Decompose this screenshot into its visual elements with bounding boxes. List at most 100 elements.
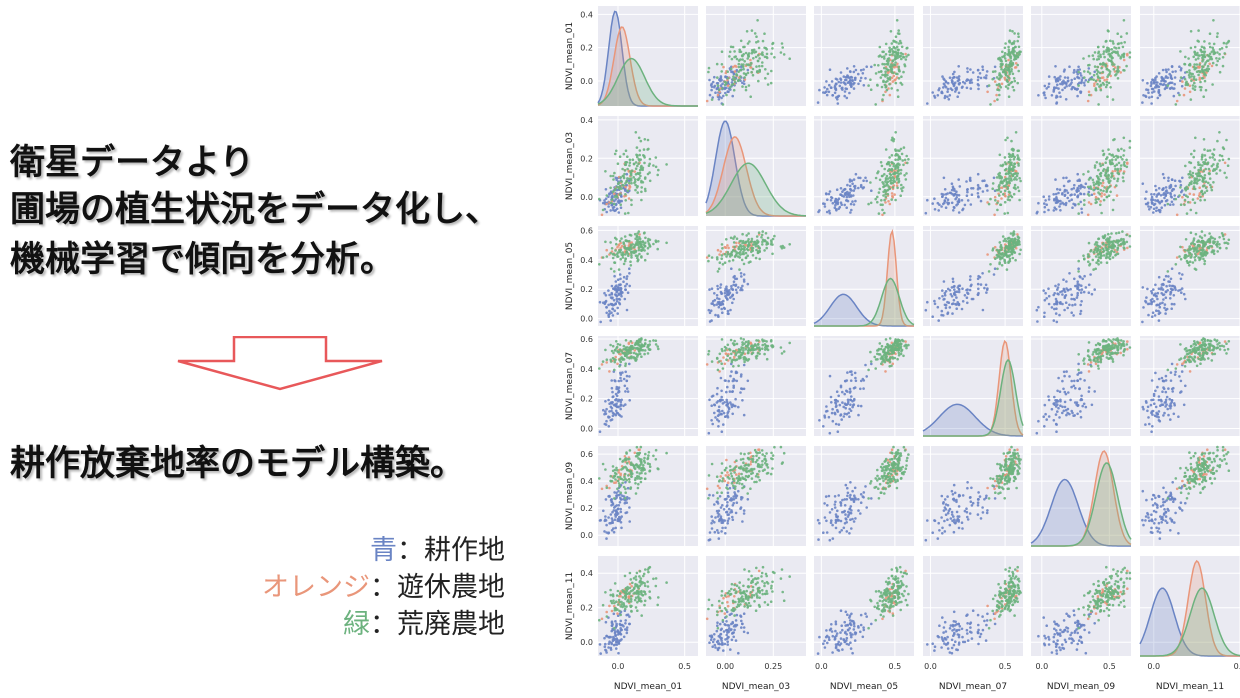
scatter-point-0 [746,68,750,72]
scatter-point-2 [1198,63,1201,66]
kde-fill-2 [706,163,806,216]
scatter-point-0 [713,403,717,407]
scatter-point-0 [1066,306,1069,310]
scatter-point-2 [1218,236,1221,239]
scatter-point-2 [1096,187,1099,191]
scatter-point-0 [850,373,854,376]
scatter-point-2 [1206,59,1209,63]
scatter-point-2 [613,195,617,199]
scatter-point-2 [884,70,887,73]
scatter-point-0 [624,284,627,288]
scatter-point-0 [940,205,943,208]
scatter-point-0 [732,283,735,287]
scatter-point-2 [619,257,622,261]
scatter-point-2 [654,156,658,159]
scatter-point-2 [1208,172,1211,175]
scatter-point-2 [750,237,754,241]
scatter-point-0 [716,297,719,300]
scatter-point-0 [727,407,731,411]
scatter-point-0 [861,377,865,381]
scatter-point-2 [717,360,721,363]
scatter-point-0 [986,287,989,290]
scatter-point-2 [742,262,746,266]
scatter-point-2 [1095,72,1099,76]
scatter-point-2 [1109,86,1112,89]
scatter-point-2 [638,344,642,348]
scatter-point-0 [977,87,980,91]
scatter-point-0 [622,280,625,284]
scatter-point-0 [727,379,730,383]
scatter-point-2 [729,338,733,342]
scatter-point-1 [1126,162,1129,165]
scatter-point-0 [710,88,713,92]
scatter-point-0 [969,87,973,90]
scatter-point-2 [782,53,786,56]
scatter-point-2 [1116,239,1119,242]
scatter-point-0 [616,411,619,415]
scatter-point-2 [618,343,622,347]
scatter-point-2 [1125,64,1128,68]
scatter-point-2 [716,368,720,372]
scatter-point-0 [852,82,855,86]
scatter-point-2 [731,342,735,345]
scatter-point-2 [1105,67,1109,71]
scatter-point-2 [728,86,732,89]
scatter-point-2 [878,45,882,49]
scatter-point-2 [753,51,756,54]
scatter-point-0 [825,210,829,214]
scatter-point-2 [1103,186,1106,189]
scatter-point-2 [747,358,751,361]
scatter-point-2 [1206,64,1210,68]
scatter-point-2 [1178,255,1181,258]
scatter-point-2 [1083,76,1086,79]
scatter-point-1 [993,195,997,199]
scatter-point-1 [719,250,722,253]
scatter-point-2 [1004,162,1008,166]
scatter-point-0 [828,209,831,213]
scatter-point-0 [957,91,961,95]
scatter-point-2 [1203,53,1206,56]
scatter-point-2 [1203,63,1207,66]
scatter-point-2 [888,82,891,86]
scatter-point-2 [639,243,643,246]
scatter-point-2 [894,81,898,85]
scatter-point-2 [638,252,641,256]
scatter-point-2 [1110,232,1113,235]
scatter-point-2 [601,360,605,363]
scatter-point-0 [937,319,940,322]
scatter-point-0 [1149,298,1153,302]
scatter-point-0 [1146,202,1149,206]
kde-fill-2 [598,58,698,106]
scatter-point-0 [710,404,713,408]
scatter-point-2 [744,85,748,89]
scatter-point-2 [760,233,764,237]
scatter-point-0 [1165,189,1168,192]
scatter-point-0 [976,192,980,195]
y-tick-label: 0.4 [580,365,593,374]
scatter-point-2 [639,166,643,169]
scatter-point-0 [1169,293,1172,296]
scatter-point-2 [1220,47,1224,50]
scatter-point-0 [845,96,849,100]
scatter-point-2 [900,83,904,86]
scatter-point-2 [707,259,710,263]
scatter-point-0 [854,68,858,72]
scatter-point-2 [1102,189,1105,193]
scatter-point-2 [900,152,904,156]
scatter-point-0 [1059,202,1062,206]
scatter-point-2 [1097,263,1100,266]
scatter-point-2 [1120,41,1123,45]
scatter-point-0 [614,209,617,212]
scatter-point-1 [1101,76,1105,79]
scatter-point-2 [1095,161,1099,164]
scatter-point-2 [1004,138,1007,142]
scatter-point-0 [1174,288,1177,292]
scatter-point-0 [953,284,956,288]
scatter-point-0 [1054,312,1058,315]
scatter-point-2 [885,174,889,178]
scatter-point-2 [1003,46,1007,50]
scatter-point-0 [725,390,728,394]
scatter-point-0 [612,205,616,209]
scatter-point-2 [770,240,773,244]
scatter-point-2 [900,183,903,187]
